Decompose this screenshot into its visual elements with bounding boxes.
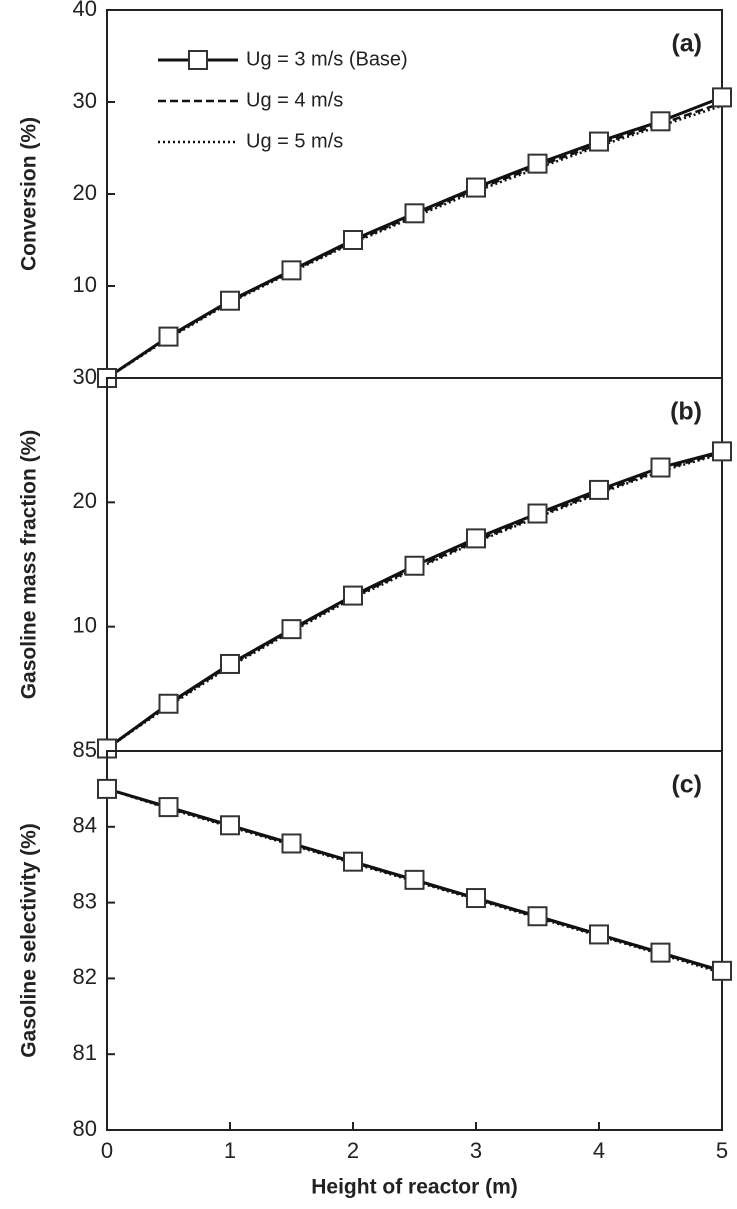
marker: [343, 851, 363, 872]
x-tick-label: 4: [593, 1138, 605, 1163]
marker: [404, 203, 425, 224]
y-axis-label: Gasoline selectivity (%): [18, 823, 41, 1058]
x-tick-label: 5: [716, 1138, 728, 1163]
marker: [404, 869, 425, 890]
marker: [650, 111, 671, 132]
series-line: [106, 101, 723, 380]
legend-label: Ug = 3 m/s (Base): [246, 48, 408, 70]
y-tick-label: 30: [73, 88, 97, 113]
y-tick-label: 80: [73, 1116, 97, 1141]
marker: [158, 797, 179, 818]
marker: [281, 260, 302, 281]
series-line: [106, 449, 723, 750]
marker: [343, 230, 363, 250]
y-tick-label: 10: [73, 272, 97, 297]
y-axis-label: Conversion (%): [18, 117, 41, 271]
marker: [220, 653, 240, 674]
y-tick-label: 20: [73, 488, 97, 513]
series-line: [106, 452, 723, 750]
marker: [220, 290, 240, 311]
series-line: [106, 96, 723, 380]
marker: [527, 906, 548, 927]
marker: [158, 326, 179, 347]
marker: [343, 585, 363, 606]
marker: [712, 441, 732, 462]
legend-label: Ug = 5 m/s: [246, 130, 343, 152]
panel-label: (a): [671, 30, 702, 58]
series-line: [106, 104, 723, 380]
marker: [158, 693, 179, 714]
y-tick-label: 83: [73, 888, 97, 913]
marker: [281, 833, 302, 854]
marker: [712, 87, 732, 108]
marker: [589, 131, 609, 152]
marker: [589, 924, 609, 945]
series-line: [106, 451, 723, 750]
x-tick-label: 1: [224, 1138, 236, 1163]
x-tick-label: 2: [347, 1138, 359, 1163]
marker: [97, 778, 117, 799]
plot-frame: [106, 750, 723, 1131]
y-tick-label: 81: [73, 1040, 97, 1065]
panel-label: (b): [670, 398, 702, 426]
marker: [589, 479, 609, 500]
y-tick-label: 82: [73, 964, 97, 989]
series-line: [106, 787, 723, 973]
y-tick-label: 85: [73, 737, 97, 762]
y-tick-label: 40: [73, 0, 97, 21]
panel-label: (c): [671, 771, 702, 799]
marker: [650, 457, 671, 478]
marker: [404, 555, 425, 576]
marker: [650, 942, 671, 963]
marker: [281, 619, 302, 640]
marker: [466, 177, 486, 198]
x-tick-label: 3: [470, 1138, 482, 1163]
x-axis-label: Height of reactor (m): [311, 1176, 518, 1199]
y-tick-label: 84: [73, 813, 97, 838]
y-tick-label: 20: [73, 180, 97, 205]
y-tick-label: 10: [73, 612, 97, 637]
y-tick-label: 30: [73, 364, 97, 389]
legend-marker: [188, 50, 208, 70]
x-tick-label: 0: [101, 1138, 113, 1163]
marker: [527, 503, 548, 524]
marker: [527, 153, 548, 174]
marker: [466, 528, 486, 549]
y-axis-label: Gasoline mass fraction (%): [18, 430, 41, 700]
legend-label: Ug = 4 m/s: [246, 89, 343, 111]
marker: [466, 888, 486, 909]
marker: [712, 960, 732, 981]
marker: [220, 815, 240, 836]
